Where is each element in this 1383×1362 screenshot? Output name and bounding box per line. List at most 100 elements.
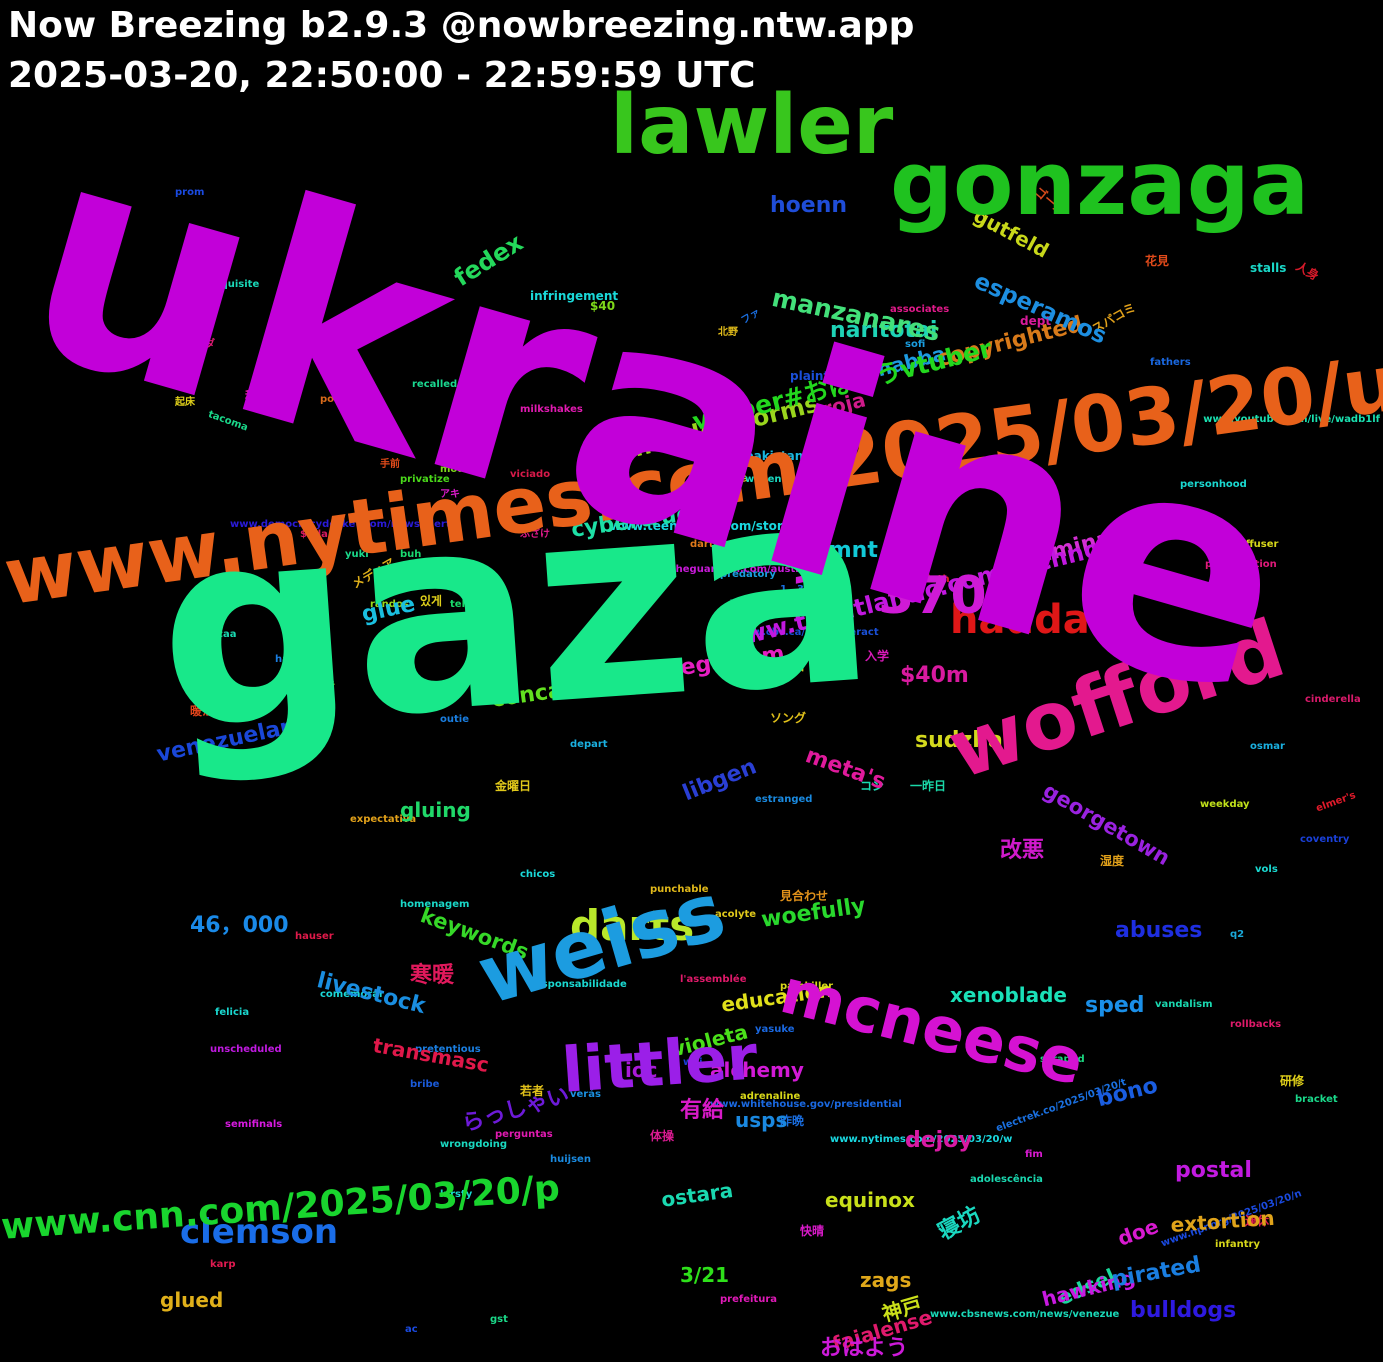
cloud-word-fim: fim xyxy=(1025,1149,1043,1160)
cloud-word-寝坊: 寝坊 xyxy=(934,1202,985,1246)
cloud-word-prom: prom xyxy=(175,187,205,198)
cloud-word-コン: コン xyxy=(860,779,885,793)
cloud-word-www-nytimes-com-2025-03-20-w: www.nytimes.com/2025/03/20/w xyxy=(830,1134,1013,1145)
cloud-word-pomerantz: pomerantz xyxy=(320,394,381,405)
cloud-word-estranged: estranged xyxy=(755,794,813,805)
cloud-word-privatization: privatization xyxy=(1205,559,1277,570)
cloud-word-pretentious: pretentious xyxy=(415,1044,481,1055)
cloud-word-40m: $40m xyxy=(900,663,969,688)
cloud-word-人身: 人身 xyxy=(1293,259,1322,284)
cloud-word-手前: 手前 xyxy=(380,459,400,470)
cloud-word-bulldogs: bulldogs xyxy=(1130,1298,1237,1323)
cloud-word-chicos: chicos xyxy=(520,869,556,880)
cloud-word-meta-s: meta's xyxy=(802,743,889,796)
cloud-word-huijsen: huijsen xyxy=(550,1154,591,1165)
cloud-word-vandalism: vandalism xyxy=(1155,999,1213,1010)
cloud-word-clemson: clemson xyxy=(180,1212,339,1252)
cloud-word-naritotai: naritotai xyxy=(830,318,938,343)
cloud-word-adolescência: adolescência xyxy=(970,1174,1043,1185)
cloud-word-painkiller: painkiller xyxy=(780,981,834,992)
cloud-word-朝食: 朝食 xyxy=(830,664,855,678)
cloud-word-1，370: 1，370 xyxy=(790,566,987,626)
cloud-word-sped: sped xyxy=(1085,993,1145,1018)
cloud-word-改悪: 改悪 xyxy=(1000,838,1045,863)
cloud-word-vols: vols xyxy=(1255,864,1278,875)
cloud-word-darter: darter xyxy=(690,539,726,550)
cloud-word-寒暖: 寒暖 xyxy=(410,963,455,988)
cloud-word-weekday: weekday xyxy=(1200,799,1250,810)
cloud-word-www-democracydocket-com-news-alerts: www.democracydocket.com/news-alerts xyxy=(230,519,457,530)
cloud-word-teh: teh xyxy=(450,599,469,610)
cloud-word-bono: bono xyxy=(1094,1073,1161,1113)
cloud-word-3-21: 3/21 xyxy=(680,1263,730,1287)
cloud-word-glued: glued xyxy=(160,1288,224,1312)
cloud-word-ioc: ioc xyxy=(625,1058,658,1082)
cloud-word-transmasc: transmasc xyxy=(371,1033,491,1078)
cloud-word-l-assemblée: l'assemblée xyxy=(680,974,747,985)
header-title: Now Breezing b2.9.3 @nowbreezing.ntw.app xyxy=(8,5,915,46)
cloud-word-perguntas: perguntas xyxy=(495,1129,553,1140)
cloud-word-karp: karp xyxy=(210,1259,236,1270)
cloud-word-responsabilidade: responsabilidade xyxy=(530,979,627,990)
cloud-word-woj: woj xyxy=(683,1057,703,1068)
cloud-word-ninth: ninth xyxy=(920,574,950,585)
cloud-word-prefeitura: prefeitura xyxy=(720,1294,778,1305)
cloud-word-有給: 有給 xyxy=(680,1098,725,1123)
cloud-word-extortion: extortion xyxy=(1169,1205,1276,1237)
cloud-word-wrongdoing: wrongdoing xyxy=(440,1139,508,1150)
cloud-word-gonzaga: gonzaga xyxy=(890,132,1310,235)
cloud-word-ベランダ: ベランダ xyxy=(175,339,215,350)
cloud-word-q2: q2 xyxy=(1230,929,1245,940)
cloud-word-privatize: privatize xyxy=(400,474,450,485)
cloud-word-recalled: recalled xyxy=(412,379,458,390)
cloud-word-ostara: ostara xyxy=(659,1177,735,1212)
cloud-word-adrenaline: adrenaline xyxy=(740,1091,801,1102)
cloud-word-ソング: ソング xyxy=(770,711,807,725)
cloud-word-buh: buh xyxy=(400,549,422,560)
cloud-word-associates: associates xyxy=(890,304,950,315)
cloud-word-infringement: infringement xyxy=(530,289,619,303)
cloud-word-personhood: personhood xyxy=(1180,479,1247,490)
cloud-word-comemorar: comemorar xyxy=(320,989,384,1000)
cloud-word-sudzha: sudzha xyxy=(915,728,1003,753)
cloud-word-osmar: osmar xyxy=(1250,741,1285,752)
cloud-word-unscheduled: unscheduled xyxy=(210,1044,282,1055)
cloud-word-dejoy: dejoy xyxy=(905,1128,973,1153)
cloud-word-rollbacks: rollbacks xyxy=(1230,1019,1282,1030)
cloud-word-있게: 있게 xyxy=(420,594,443,608)
cloud-word-ac: ac xyxy=(405,1324,418,1335)
cloud-word-shakedown: shakedown xyxy=(215,691,279,702)
cloud-word-gst: gst xyxy=(490,1314,508,1325)
cloud-word-postal: postal xyxy=(1175,1158,1252,1183)
cloud-word-体操: 体操 xyxy=(650,1129,675,1143)
cloud-word-weiss: weiss xyxy=(468,864,735,1023)
cloud-word-連休: 連休 xyxy=(1245,1214,1270,1228)
cloud-word-doe: doe xyxy=(1114,1213,1162,1251)
cloud-word-ncaa: ncaa xyxy=(210,629,237,640)
cloud-word-入学: 入学 xyxy=(865,649,890,663)
cloud-word-hauser: hauser xyxy=(295,931,334,942)
cloud-word-gluing: gluing xyxy=(400,798,471,822)
cloud-word-prerequisite: prerequisite xyxy=(190,279,260,290)
cloud-word-bracket: bracket xyxy=(1295,1094,1338,1105)
cloud-word-scraped: scraped xyxy=(1040,1054,1085,1065)
cloud-word-cinderella: cinderella xyxy=(1305,694,1361,705)
cloud-word-alchemy: alchemy xyxy=(710,1058,804,1082)
cloud-word-usmnt: usmnt xyxy=(800,538,878,563)
cloud-word-darts: darts xyxy=(570,901,695,950)
cloud-word-acolyte: acolyte xyxy=(715,909,757,920)
cloud-word-modular: modular xyxy=(440,464,487,475)
cloud-word-pakistani: pakistani xyxy=(745,449,808,463)
cloud-word-1，371: 1，371 xyxy=(780,584,818,595)
cloud-word-起床: 起床 xyxy=(175,397,195,408)
cloud-word-寝起き: 寝起き xyxy=(300,679,337,693)
cloud-word-46，000: 46，000 xyxy=(190,913,289,938)
cloud-word-若者: 若者 xyxy=(520,1084,545,1098)
cloud-word-arcadia: arcadia xyxy=(275,347,317,358)
cloud-word-coventry: coventry xyxy=(1300,834,1350,845)
cloud-word-www-cbc-ca-newsinteract: www.cbc.ca/newsinteract xyxy=(735,627,879,638)
cloud-word-hageman: hageman xyxy=(275,654,328,665)
cloud-word-一昨日: 一昨日 xyxy=(910,779,947,793)
cloud-word-北野: 北野 xyxy=(718,327,738,338)
cloud-word-sofi: sofi xyxy=(905,339,926,350)
